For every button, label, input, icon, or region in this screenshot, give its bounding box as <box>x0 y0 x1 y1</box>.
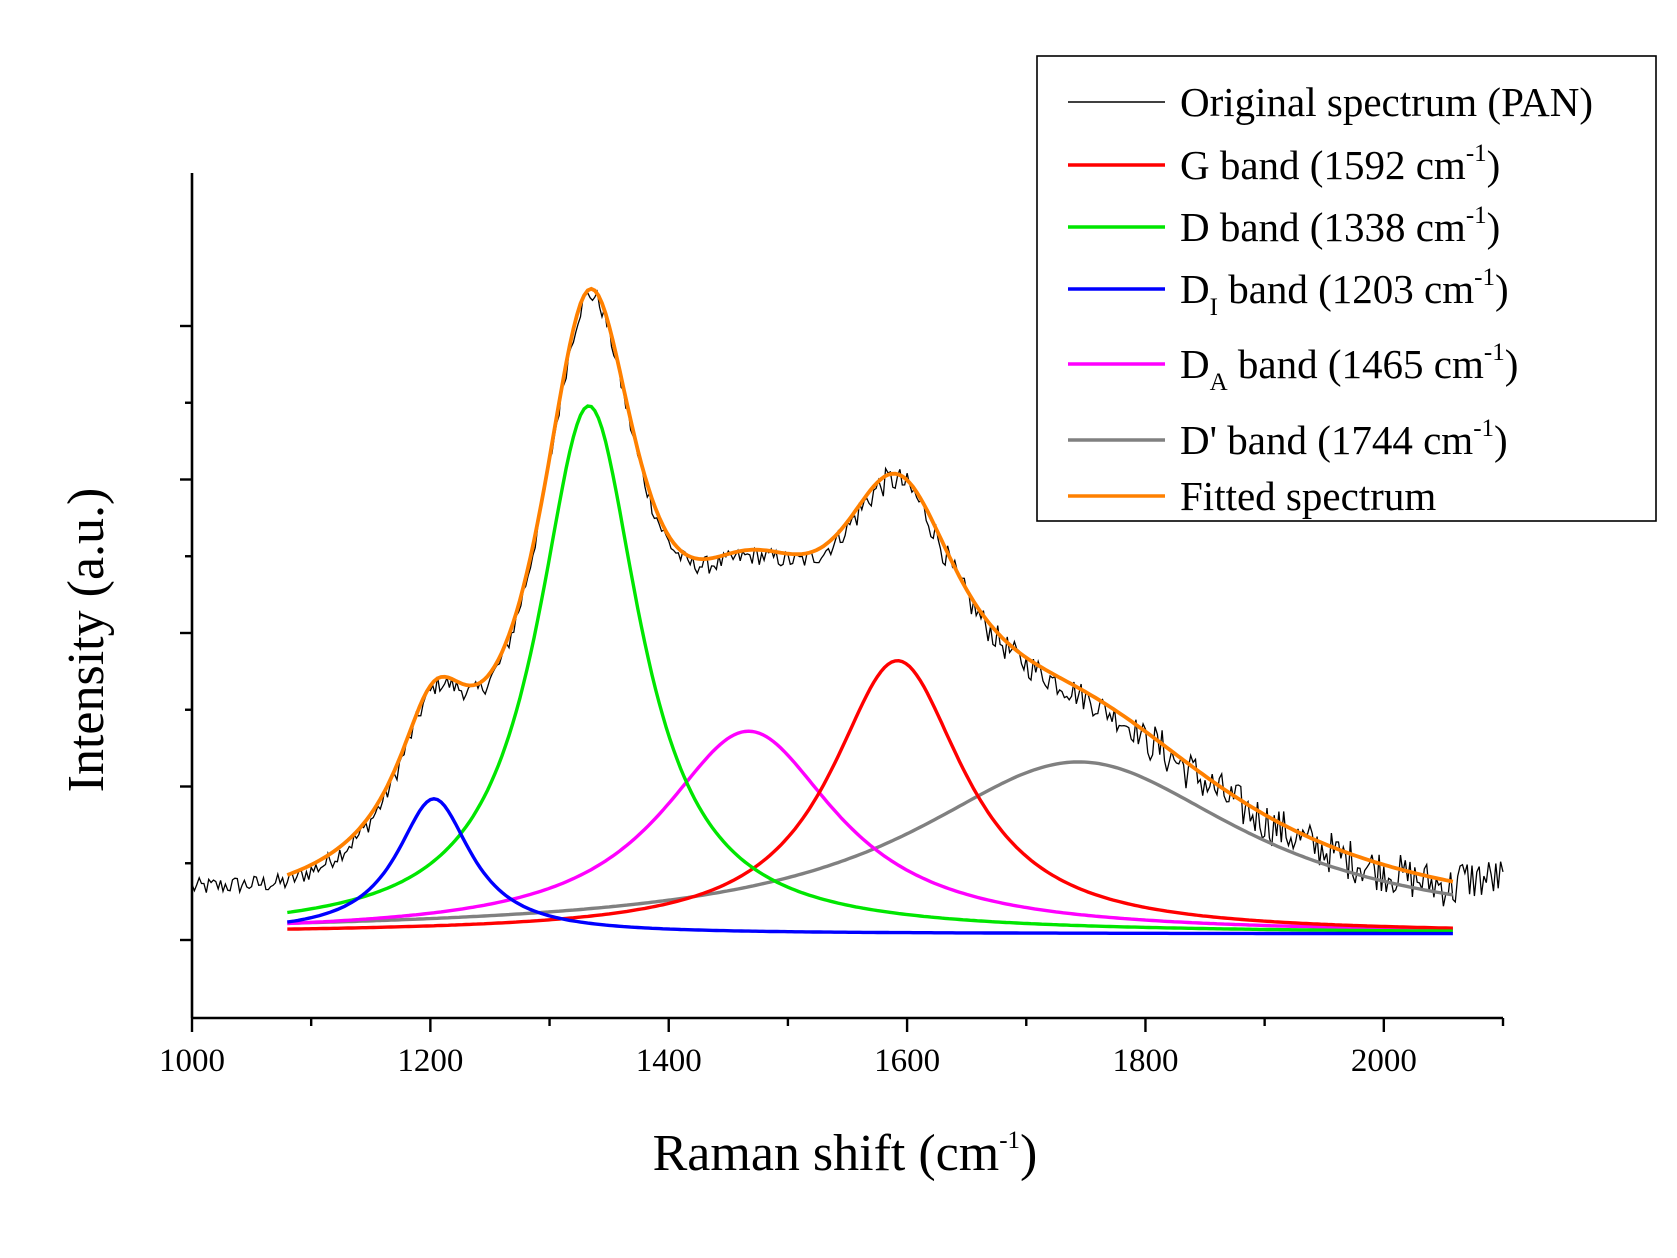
series-d-band-line <box>287 404 1453 933</box>
x-tick-label: 2000 <box>1351 1043 1417 1079</box>
x-tick-label: 1400 <box>636 1043 702 1079</box>
plot-area <box>191 286 1504 936</box>
x-tick-label: 1000 <box>159 1043 225 1079</box>
legend-label-da-band: DA band (1465 cm-1) <box>1180 339 1518 396</box>
legend-label-d-band: D band (1338 cm-1) <box>1180 202 1500 250</box>
series-fitted-line <box>286 286 1454 884</box>
x-axis-title-sup: -1 <box>999 1127 1020 1154</box>
legend: Original spectrum (PAN) G band (1592 cm-1… <box>1036 55 1657 522</box>
legend-label-di-band: DI band (1203 cm-1) <box>1180 264 1509 321</box>
x-axis-title-tail: ) <box>1020 1125 1037 1182</box>
x-axis-title: Raman shift (cm-1) <box>653 1125 1038 1182</box>
legend-label-dprime-band: D' band (1744 cm-1) <box>1180 415 1508 463</box>
series-di-band-line <box>287 797 1453 936</box>
x-tick-label: 1200 <box>397 1043 463 1079</box>
axes: 1000 1200 1400 1600 1800 2000 <box>159 173 1505 1079</box>
y-axis-title: Intensity (a.u.) <box>58 488 115 793</box>
x-tick-label: 1600 <box>874 1043 940 1079</box>
legend-label-g-band: G band (1592 cm-1) <box>1180 140 1500 188</box>
series-da-band-line <box>287 729 1453 931</box>
x-tick-label: 1800 <box>1112 1043 1178 1079</box>
x-axis-title-main: Raman shift (cm <box>653 1125 1000 1182</box>
series-dprime-band-line <box>287 760 1454 925</box>
legend-label-fitted: Fitted spectrum <box>1180 473 1436 519</box>
series-g-band-line <box>287 658 1453 931</box>
legend-label-original: Original spectrum (PAN) <box>1180 79 1593 125</box>
